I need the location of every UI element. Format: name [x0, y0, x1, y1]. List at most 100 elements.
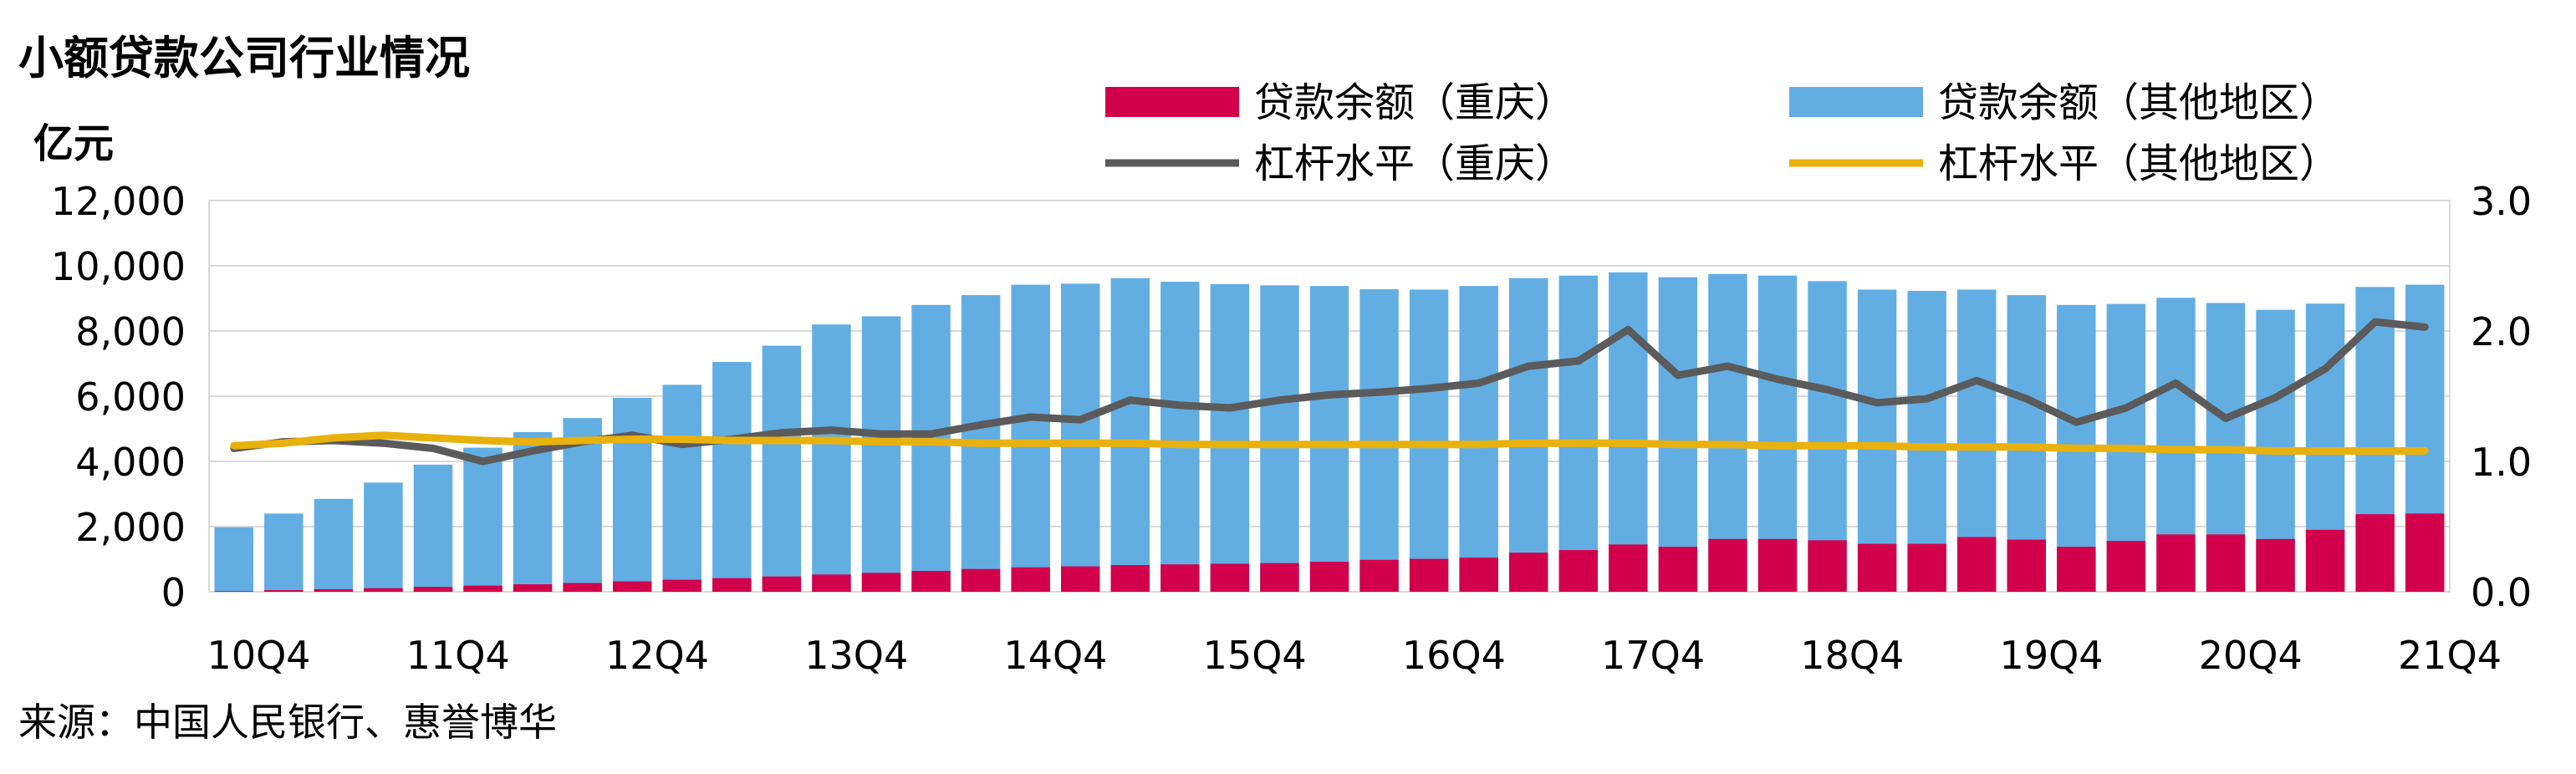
bar-chongqing-14Q1 — [861, 573, 901, 592]
x-tick-label: 10Q4 — [207, 633, 311, 678]
lines — [230, 318, 2429, 466]
bar-chongqing-17Q3 — [1558, 550, 1599, 592]
x-tick-label: 19Q4 — [2000, 633, 2104, 678]
bar-chongqing-15Q2 — [1110, 565, 1150, 592]
y-tick-label: 6,000 — [75, 374, 186, 420]
bar-chongqing-13Q1 — [662, 579, 702, 592]
bar-other-16Q1 — [1260, 285, 1299, 592]
bar-chongqing-18Q2 — [1708, 538, 1747, 592]
bar-chongqing-13Q2 — [712, 578, 752, 592]
bar-other-14Q4 — [1011, 284, 1050, 592]
bar-other-11Q1 — [264, 513, 304, 592]
legend-label-chongqing-leverage: 杠杆水平（重庆） — [1254, 140, 1575, 187]
legend: 贷款余额（重庆） 贷款余额（其他地区） 杠杆水平（重庆） 杠杆水平（其他地区） — [1105, 79, 2339, 187]
legend-item-other-leverage: 杠杆水平（其他地区） — [1789, 140, 2339, 187]
bar-chongqing-21Q3 — [2355, 514, 2395, 592]
y2-tick-label: 3.0 — [2471, 179, 2532, 224]
bar-chongqing-12Q1 — [463, 585, 502, 592]
x-tick-label: 21Q4 — [2398, 633, 2502, 678]
bar-chongqing-13Q4 — [812, 574, 851, 592]
bar-chongqing-12Q3 — [563, 583, 602, 592]
y-tick-label: 4,000 — [75, 440, 186, 485]
bar-other-11Q4 — [413, 464, 453, 592]
bar-chongqing-13Q3 — [762, 576, 802, 592]
bar-chongqing-16Q3 — [1359, 559, 1399, 592]
x-tick-label: 17Q4 — [1601, 633, 1705, 678]
bar-other-17Q2 — [1508, 278, 1548, 592]
legend-item-chongqing-loans: 贷款余额（重庆） — [1105, 79, 1575, 126]
bar-other-12Q1 — [463, 447, 502, 592]
bar-chongqing-20Q1 — [2057, 547, 2096, 592]
x-axis: 10Q4 11Q4 12Q4 13Q4 14Q4 15Q4 16Q4 17Q4 18Q4 19Q4… — [207, 633, 2502, 678]
bar-chongqing-11Q2 — [314, 588, 354, 592]
bar-chongqing-18Q4 — [1808, 540, 1847, 592]
bar-chongqing-20Q4 — [2206, 534, 2246, 592]
bar-chongqing-15Q1 — [1060, 566, 1100, 592]
bar-other-11Q2 — [314, 498, 354, 592]
bar-other-18Q4 — [1808, 281, 1847, 592]
y-axis-unit-label: 亿元 — [33, 120, 114, 167]
x-tick-label: 20Q4 — [2199, 633, 2303, 678]
bar-chongqing-18Q3 — [1757, 538, 1798, 592]
bar-chongqing-11Q1 — [264, 590, 304, 592]
bar-other-11Q3 — [364, 482, 403, 592]
bar-chongqing-11Q3 — [364, 588, 403, 592]
bar-other-18Q2 — [1708, 273, 1747, 592]
y-axis-right: 0.0 1.0 2.0 3.0 — [2471, 179, 2532, 615]
y-tick-label: 2,000 — [75, 505, 186, 550]
bar-chongqing-16Q1 — [1260, 563, 1299, 592]
bar-other-14Q1 — [861, 316, 901, 592]
bar-other-13Q4 — [812, 324, 851, 592]
y2-tick-label: 1.0 — [2471, 440, 2532, 485]
bar-chongqing-21Q1 — [2256, 538, 2295, 592]
bar-chongqing-11Q4 — [413, 587, 453, 592]
bar-chongqing-15Q3 — [1160, 564, 1200, 592]
bar-chongqing-21Q2 — [2305, 529, 2345, 592]
legend-label-other-loans: 贷款余额（其他地区） — [1938, 79, 2339, 126]
x-tick-label: 12Q4 — [605, 633, 709, 678]
source-note: 来源：中国人民银行、惠誉博华 — [18, 700, 557, 745]
bar-chongqing-15Q4 — [1210, 563, 1250, 592]
chart-title: 小额贷款公司行业情况 — [18, 32, 470, 84]
x-tick-label: 11Q4 — [406, 633, 510, 678]
bar-chongqing-12Q4 — [612, 581, 652, 592]
bar-other-14Q2 — [911, 304, 951, 592]
bar-chongqing-20Q2 — [2106, 541, 2146, 592]
bar-other-13Q1 — [662, 384, 702, 592]
bar-other-15Q3 — [1160, 282, 1200, 592]
line-leverage-other — [230, 431, 2429, 455]
bar-other-17Q3 — [1558, 275, 1599, 592]
bar-chongqing-17Q4 — [1609, 544, 1648, 592]
bar-chongqing-16Q4 — [1409, 558, 1449, 592]
y-tick-label: 8,000 — [75, 309, 186, 354]
bars — [214, 272, 2445, 592]
bar-other-15Q4 — [1210, 283, 1250, 592]
y-tick-label: 12,000 — [51, 179, 186, 224]
legend-label-other-leverage: 杠杆水平（其他地区） — [1938, 140, 2339, 187]
legend-swatch-other-loans — [1789, 87, 1923, 117]
y-axis-left: 0 2,000 4,000 6,000 8,000 10,000 12,000 — [51, 179, 186, 615]
x-tick-label: 15Q4 — [1203, 633, 1307, 678]
legend-swatch-chongqing-loans — [1105, 87, 1239, 117]
bar-other-17Q1 — [1459, 286, 1498, 592]
bar-chongqing-10Q4 — [214, 591, 254, 592]
y2-tick-label: 0.0 — [2471, 570, 2532, 615]
bar-chongqing-17Q1 — [1459, 558, 1498, 592]
y2-tick-label: 2.0 — [2471, 309, 2532, 354]
bar-chongqing-19Q3 — [1956, 537, 1997, 592]
bar-other-10Q4 — [214, 527, 254, 592]
bar-other-15Q2 — [1110, 278, 1150, 592]
bar-chongqing-14Q2 — [911, 571, 951, 592]
x-tick-label: 18Q4 — [1800, 633, 1904, 678]
bar-other-16Q3 — [1359, 289, 1399, 592]
bar-chongqing-18Q1 — [1658, 547, 1698, 592]
bar-other-19Q1 — [1857, 289, 1897, 592]
y-tick-label: 0 — [161, 570, 186, 615]
bar-chongqing-19Q4 — [2007, 539, 2047, 592]
bar-other-13Q2 — [712, 362, 752, 592]
y-tick-label: 10,000 — [51, 244, 186, 289]
bar-other-15Q1 — [1060, 283, 1100, 592]
x-tick-label: 14Q4 — [1003, 633, 1107, 678]
bar-other-19Q2 — [1907, 291, 1946, 592]
bar-other-12Q2 — [513, 431, 553, 592]
